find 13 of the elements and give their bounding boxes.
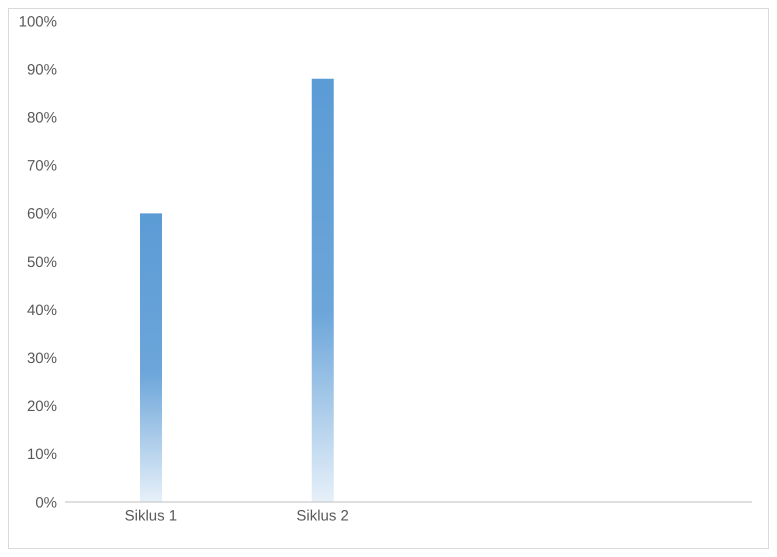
y-tick-label: 50%: [26, 254, 57, 271]
y-tick-label: 40%: [26, 302, 57, 319]
y-tick-label: 90%: [26, 61, 57, 78]
y-tick-label: 10%: [26, 446, 57, 464]
y-tick-label: 60%: [26, 206, 57, 223]
y-tick-label: 100%: [18, 13, 57, 30]
x-tick-label: Siklus 2: [296, 508, 349, 525]
y-tick-label: 20%: [26, 398, 57, 416]
y-tick-label: 80%: [26, 110, 57, 127]
x-tick-label: Siklus 1: [124, 508, 178, 525]
y-tick-label: 70%: [26, 158, 57, 175]
y-tick-label: 0%: [35, 494, 57, 512]
y-tick-label: 30%: [26, 350, 57, 368]
